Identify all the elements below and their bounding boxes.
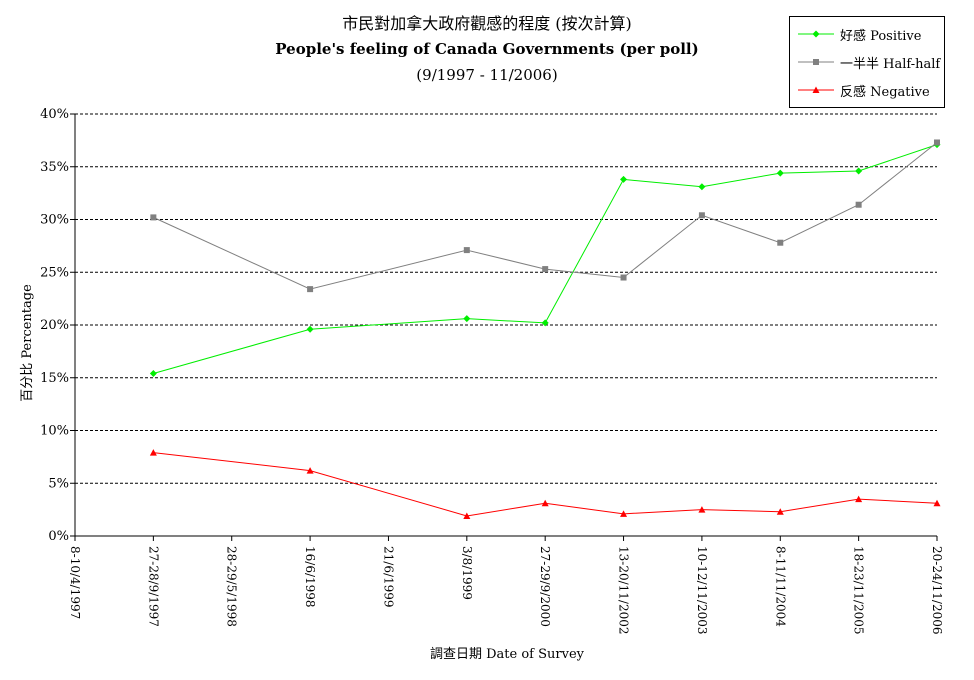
data-point: [698, 183, 706, 191]
x-tick-label: 13-20/11/2002: [617, 546, 631, 635]
data-point: [855, 495, 863, 503]
data-point: [776, 508, 784, 515]
data-point: [698, 506, 706, 513]
data-point: [463, 247, 470, 254]
y-tick-label: 35%: [40, 160, 69, 175]
legend-marker-positive-icon: [798, 30, 834, 38]
x-tick-label: 8-10/4/1997: [68, 546, 82, 619]
data-point: [933, 499, 941, 507]
data-point: [541, 499, 549, 507]
x-axis-title: 調查日期 Date of Survey: [430, 647, 585, 662]
data-point: [776, 169, 784, 177]
x-tick-label: 20-24/11/2006: [930, 546, 944, 635]
y-tick-label: 15%: [40, 371, 69, 386]
data-point: [306, 325, 314, 333]
x-tick-label: 28-29/5/1998: [225, 546, 239, 627]
chart-period: (9/1997 - 11/2006): [416, 66, 558, 84]
x-tick-label: 10-12/11/2003: [695, 546, 709, 635]
legend-item-half-half: 一半半 Half-half: [798, 52, 940, 72]
gridlines: [75, 113, 937, 484]
y-tick-label: 30%: [40, 213, 69, 228]
data-point: [307, 286, 314, 293]
data-point: [777, 239, 784, 246]
chart-subtitle: People's feeling of Canada Governments (…: [275, 40, 699, 58]
legend-marker-half-half-icon: [798, 59, 834, 65]
x-tick-label: 18-23/11/2005: [852, 546, 866, 635]
data-point: [855, 201, 862, 208]
data-point: [150, 214, 157, 221]
legend-marker-negative-icon: [798, 86, 834, 93]
legend-label-positive: 好感 Positive: [840, 28, 922, 44]
y-tick-label: 25%: [40, 265, 69, 280]
x-tick-label: 27-29/9/2000: [538, 546, 552, 627]
series-1: [150, 139, 940, 293]
series-0: [149, 141, 941, 378]
legend-label-negative: 反感 Negative: [840, 84, 930, 100]
data-point: [306, 467, 314, 474]
legend: 好感 Positive 一半半 Half-half 反感 Negative: [789, 16, 945, 108]
x-axis-ticks: 8-10/4/1997 27-28/9/1997 28-29/5/1998 16/6/…: [68, 546, 944, 635]
data-point: [149, 370, 157, 378]
data-point: [620, 274, 627, 281]
data-point: [620, 510, 628, 517]
x-tick-label: 21/6/1999: [381, 546, 395, 608]
x-tick-label: 27-28/9/1997: [146, 546, 160, 627]
series-line: [153, 144, 938, 375]
y-tick-label: 0%: [48, 529, 69, 544]
series-line: [153, 452, 938, 517]
legend-item-positive: 好感 Positive: [798, 24, 921, 44]
chart-title: 市民對加拿大政府觀感的程度 (按次計算): [342, 14, 632, 33]
series: [149, 139, 941, 519]
data-point: [463, 315, 471, 323]
data-point: [463, 512, 471, 519]
data-point: [698, 212, 705, 219]
y-tick-label: 5%: [48, 476, 69, 491]
y-tick-label: 20%: [40, 318, 69, 333]
y-tick-label: 40%: [40, 107, 69, 122]
data-point: [934, 139, 940, 146]
data-point: [855, 167, 863, 175]
legend-item-negative: 反感 Negative: [798, 80, 930, 100]
axes: [70, 113, 938, 541]
y-axis-ticks: 0% 5% 10% 15% 20% 25% 30% 35% 40%: [40, 107, 69, 544]
data-point: [149, 449, 157, 456]
y-axis-title: 百分比 Percentage: [20, 284, 35, 402]
legend-label-half-half: 一半半 Half-half: [840, 56, 941, 72]
series-2: [149, 449, 941, 519]
x-tick-label: 16/6/1998: [303, 546, 317, 608]
y-tick-label: 10%: [40, 424, 69, 439]
data-point: [541, 319, 549, 327]
x-tick-label: 8-11/11/2004: [773, 546, 787, 627]
x-tick-label: 3/8/1999: [460, 546, 474, 600]
data-point: [620, 175, 628, 183]
data-point: [542, 266, 549, 273]
